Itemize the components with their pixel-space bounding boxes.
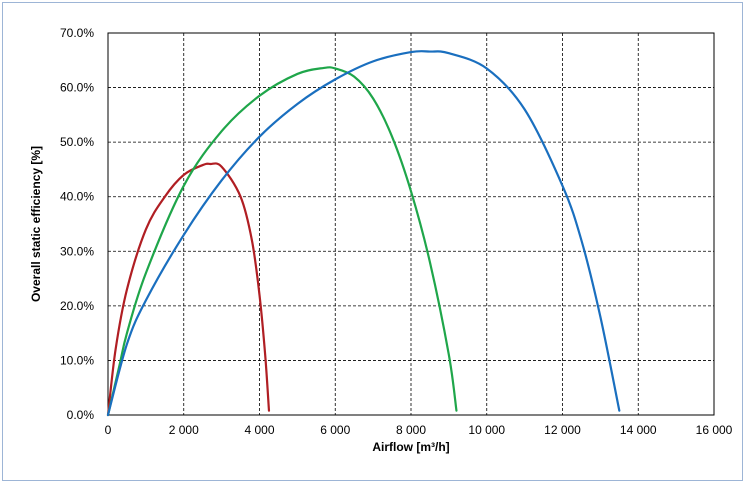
- y-tick-label: 40.0%: [60, 190, 94, 204]
- y-axis-title: Overall static efficiency [%]: [29, 146, 43, 302]
- x-tick-label: 10 000: [468, 423, 505, 437]
- series-line-red: [106, 162, 271, 417]
- x-tick-label: 14 000: [620, 423, 657, 437]
- grid: [108, 33, 714, 415]
- y-tick-label: 10.0%: [60, 353, 94, 367]
- x-tick-label: 16 000: [696, 423, 733, 437]
- chart-frame: [2, 2, 743, 481]
- y-tick-label: 30.0%: [60, 244, 94, 258]
- y-tick-label: 60.0%: [60, 81, 94, 95]
- y-tick-label: 20.0%: [60, 299, 94, 313]
- x-tick-label: 6 000: [320, 423, 350, 437]
- y-tick-label: 70.0%: [60, 26, 94, 40]
- x-tick-label: 4 000: [244, 423, 274, 437]
- series-line-blue: [106, 50, 621, 417]
- x-tick-label: 8 000: [396, 423, 426, 437]
- x-tick-label: 0: [105, 423, 112, 437]
- series-lines: [106, 50, 621, 417]
- y-tick-label: 50.0%: [60, 135, 94, 149]
- x-tick-label: 2 000: [169, 423, 199, 437]
- series-line-green: [106, 66, 458, 417]
- x-axis-title: Airflow [m³/h]: [372, 440, 449, 454]
- plot-area: [107, 32, 715, 416]
- x-tick-label: 12 000: [544, 423, 581, 437]
- y-tick-label: 0.0%: [67, 408, 95, 422]
- tick-labels: 0 2 000 4 000 6 000 8 000 10 000 12 000 14 000 1…: [60, 26, 733, 437]
